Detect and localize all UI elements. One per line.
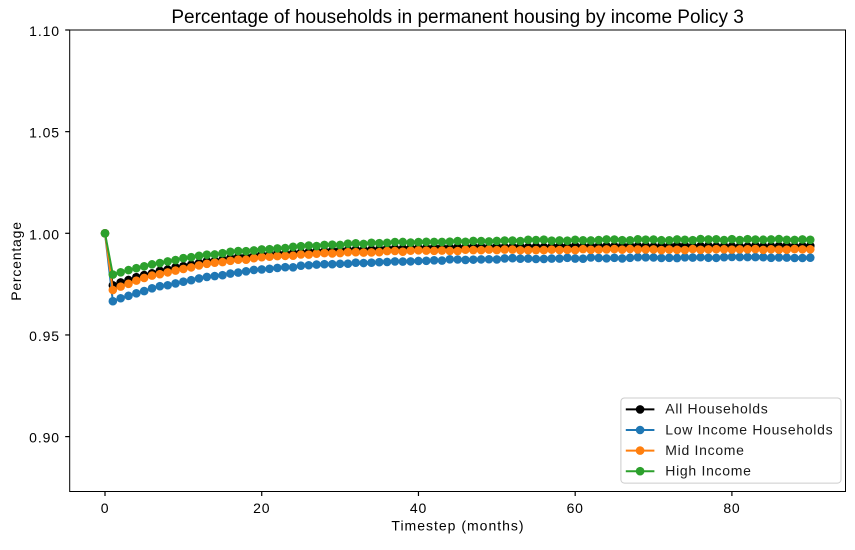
svg-text:All Households: All Households [665,401,768,417]
svg-text:60: 60 [567,500,584,516]
svg-text:1.00: 1.00 [29,226,60,242]
svg-text:40: 40 [410,500,427,516]
svg-text:1.05: 1.05 [29,125,60,141]
svg-text:Low Income Households: Low Income Households [665,421,833,437]
svg-text:1.10: 1.10 [29,23,60,39]
svg-text:0.95: 0.95 [29,328,60,344]
svg-text:Mid Income: Mid Income [665,442,744,458]
svg-text:Percentage of households in pe: Percentage of households in permanent ho… [171,7,743,28]
svg-text:High Income: High Income [665,463,751,479]
svg-text:Timestep (months): Timestep (months) [391,517,524,533]
svg-text:Percentage: Percentage [8,221,24,301]
svg-text:20: 20 [253,500,270,516]
svg-text:0.90: 0.90 [29,430,60,446]
svg-text:0: 0 [101,500,110,516]
svg-text:80: 80 [723,500,740,516]
